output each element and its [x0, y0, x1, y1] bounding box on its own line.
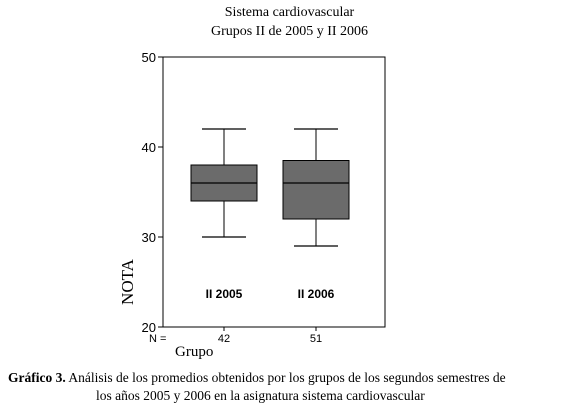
y-tick-label: 20 — [142, 320, 156, 335]
figure-caption: Gráfico 3. Análisis de los promedios obt… — [8, 369, 576, 405]
n-label: N = — [149, 333, 166, 345]
y-tick-label: 30 — [142, 230, 156, 245]
chart-title-line-2: Grupos II de 2005 y II 2006 — [210, 24, 369, 39]
n-count: 42 — [218, 333, 230, 345]
box-group: II 2005 — [190, 128, 258, 301]
caption-line-1: Análisis de los promedios obtenidos por … — [68, 370, 506, 385]
box-group: II 2006 — [282, 128, 350, 301]
n-count: 51 — [310, 333, 322, 345]
boxes: II 2005 II 2006 — [190, 128, 350, 301]
group-label: II 2006 — [298, 287, 335, 301]
caption-line-2: los años 2005 y 2006 en la asignatura si… — [96, 388, 425, 403]
y-tick-label: 40 — [142, 140, 156, 155]
y-axis-label: NOTA — [118, 258, 137, 305]
caption-label: Gráfico 3. — [8, 370, 66, 385]
x-axis-label: Grupo — [175, 344, 213, 360]
boxplot-chart: 20 30 40 50 II 2005 II 2006 N = 42 51 NOTA Gru… — [118, 50, 386, 360]
x-axis: N = 42 51 — [149, 327, 322, 345]
chart-title: Sistema cardiovascular Grupos II de 2005… — [0, 3, 579, 41]
y-tick-label: 50 — [142, 50, 156, 65]
y-axis: 20 30 40 50 — [142, 50, 163, 335]
box-iqr — [282, 160, 350, 220]
chart-title-line-1: Sistema cardiovascular — [224, 5, 355, 20]
group-label: II 2005 — [206, 287, 243, 301]
